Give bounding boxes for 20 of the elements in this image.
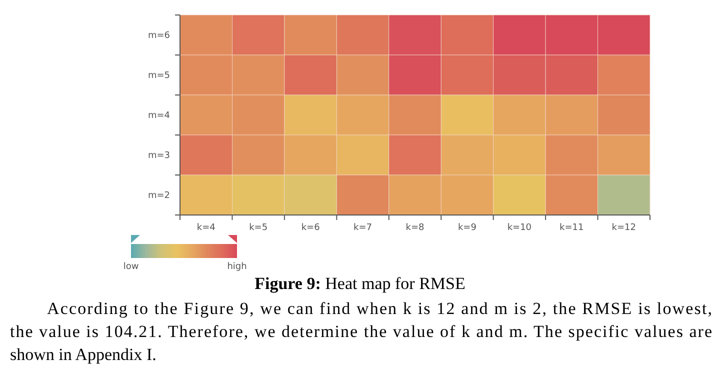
x-tick-label: k=9 xyxy=(458,223,477,233)
x-tick-label: k=10 xyxy=(507,223,532,233)
y-tick-label: m=5 xyxy=(148,71,170,81)
text: the value is 104.21. Therefore, we determine the value of k and m. The specific values are xyxy=(10,322,712,341)
color-bar-label: high xyxy=(227,262,247,272)
x-tick-label: k=12 xyxy=(612,223,636,233)
y-tick-label: m=2 xyxy=(148,191,170,201)
x-tick-label: k=7 xyxy=(354,223,372,233)
x-tick-label: k=6 xyxy=(301,223,320,233)
x-tick-label: k=5 xyxy=(249,223,268,233)
x-tick-label: k=11 xyxy=(560,223,584,233)
x-tick-label: k=8 xyxy=(406,223,425,233)
y-tick-label: m=3 xyxy=(148,151,170,161)
y-tick-label: m=4 xyxy=(148,111,170,121)
color-bar-label: low xyxy=(123,262,139,272)
text: shown in Appendix I. xyxy=(10,345,156,364)
text: According to the Figure 9, we can find when k is 12 and m is 2, the RMSE is lowest, xyxy=(47,299,712,318)
y-tick-label: m=6 xyxy=(148,31,170,41)
text: Figure 9: Heat map for RMSE xyxy=(254,274,466,293)
x-tick-label: k=4 xyxy=(196,223,216,233)
